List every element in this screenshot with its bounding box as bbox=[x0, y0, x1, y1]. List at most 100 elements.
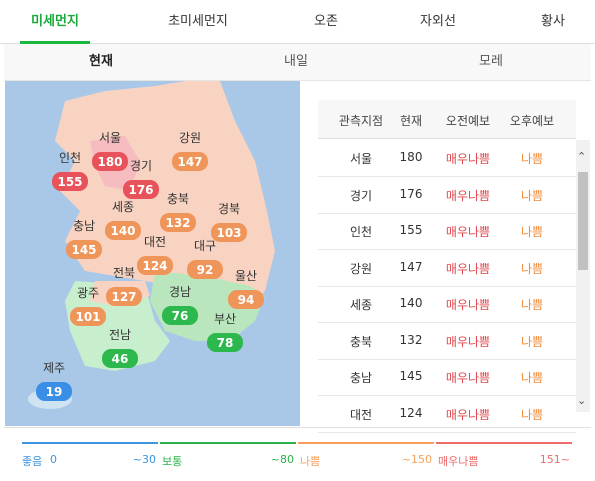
table-cell: 매우나쁨 bbox=[445, 225, 491, 239]
row-divider bbox=[318, 285, 576, 287]
region-name: 충남 bbox=[73, 219, 95, 233]
table-header-bg bbox=[318, 100, 576, 139]
region-badge bbox=[228, 290, 264, 309]
region-value: 103 bbox=[216, 226, 241, 240]
region-badge bbox=[137, 256, 173, 275]
region-name: 강원 bbox=[179, 131, 201, 145]
table-cell: 나쁨 bbox=[520, 261, 544, 276]
table-cell: 나쁨 bbox=[520, 407, 544, 422]
region-value: 92 bbox=[197, 263, 214, 277]
region-badge bbox=[52, 172, 88, 191]
region-value: 101 bbox=[75, 310, 100, 324]
region-name: 부산 bbox=[214, 312, 236, 326]
table-cell: 나쁨 bbox=[520, 188, 544, 203]
row-divider bbox=[318, 395, 576, 396]
scrollbar-thumb[interactable] bbox=[578, 172, 588, 270]
tab[interactable]: 초미세먼지 bbox=[168, 14, 228, 29]
table-cell: 132 bbox=[399, 332, 423, 347]
region-badge bbox=[123, 180, 159, 199]
region-value: 145 bbox=[71, 243, 96, 257]
region-name: 제주 bbox=[43, 361, 65, 375]
table-cell: 나쁨 bbox=[520, 371, 544, 385]
legend-bar bbox=[298, 442, 434, 444]
region-name: 경북 bbox=[218, 202, 240, 216]
table-cell: 나쁨 bbox=[520, 298, 544, 312]
table-cell: 매우나쁨 bbox=[445, 188, 491, 203]
region-name: 세종 bbox=[112, 200, 134, 214]
table-cell: 155 bbox=[399, 223, 423, 237]
tab[interactable]: 자외선 bbox=[420, 14, 456, 29]
legend-name: 매우나쁨 bbox=[438, 455, 479, 468]
table-cell: 강원 bbox=[349, 261, 373, 276]
table-cell: 나쁨 bbox=[520, 334, 544, 349]
region-value: 19 bbox=[46, 385, 63, 399]
region-name: 대구 bbox=[194, 239, 216, 253]
region-value: 124 bbox=[142, 259, 167, 273]
tab[interactable]: 미세먼지 bbox=[31, 14, 79, 29]
region-badge bbox=[172, 152, 208, 171]
legend-end: ~80 bbox=[270, 453, 294, 466]
region-badge bbox=[160, 213, 196, 232]
row-divider bbox=[318, 176, 576, 177]
legend-divider bbox=[4, 427, 591, 428]
region-name: 충북 bbox=[167, 192, 189, 206]
region-value: 132 bbox=[165, 216, 190, 230]
region-value: 127 bbox=[111, 290, 136, 304]
table-cell: 경기 bbox=[349, 188, 373, 203]
table-cell: 매우나쁨 bbox=[445, 298, 491, 312]
region-name: 경기 bbox=[130, 159, 152, 173]
region-name: 전북 bbox=[113, 266, 135, 280]
table-header: 오전예보 bbox=[445, 114, 491, 128]
region-name: 경남 bbox=[169, 285, 191, 299]
row-divider bbox=[318, 212, 576, 214]
subtab[interactable]: 내일 bbox=[284, 54, 308, 69]
region-badge bbox=[105, 221, 141, 240]
region-badge bbox=[207, 333, 243, 352]
legend-name: 좋음 bbox=[22, 455, 43, 468]
region-value: 180 bbox=[97, 155, 122, 169]
region-badge bbox=[92, 152, 128, 171]
legend-end: ~150 bbox=[401, 453, 432, 466]
row-divider bbox=[318, 249, 576, 250]
table-cell: 매우나쁨 bbox=[445, 152, 491, 166]
region-value: 78 bbox=[217, 336, 234, 350]
region-name: 울산 bbox=[235, 269, 257, 283]
legend-name: 나쁨 bbox=[300, 455, 321, 468]
subtab[interactable]: 모레 bbox=[479, 54, 503, 69]
land-southwest bbox=[65, 281, 170, 371]
land-north bbox=[55, 81, 275, 306]
subtab[interactable]: 현재 bbox=[89, 54, 113, 69]
map: 서울 180 인천 155 경기 176 강원 147 세종 140 충북 132 경북 103 충남 145… bbox=[5, 81, 300, 426]
table-cell: 140 bbox=[399, 296, 423, 310]
row-divider bbox=[318, 322, 576, 323]
subtab-bar bbox=[4, 44, 591, 81]
scroll-up[interactable]: ⌃ bbox=[577, 150, 587, 163]
table-cell: 대전 bbox=[349, 407, 373, 422]
region-value: 76 bbox=[172, 309, 189, 323]
active-tab-underline bbox=[20, 41, 90, 44]
row-divider bbox=[318, 431, 576, 433]
table-cell: 나쁨 bbox=[520, 152, 544, 166]
region-name: 전남 bbox=[109, 328, 131, 342]
legend-bar bbox=[22, 442, 158, 444]
table-cell: 매우나쁨 bbox=[445, 334, 491, 349]
region-name: 인천 bbox=[59, 150, 81, 165]
region-badge bbox=[162, 306, 198, 325]
table-cell: 매우나쁨 bbox=[445, 407, 491, 422]
region-value: 46 bbox=[112, 352, 129, 366]
region-value: 94 bbox=[238, 293, 255, 307]
region-badge bbox=[70, 307, 106, 326]
tab[interactable]: 황사 bbox=[541, 14, 565, 29]
scroll-down[interactable]: ⌄ bbox=[577, 394, 587, 407]
region-badge bbox=[102, 349, 138, 368]
region-name: 대전 bbox=[144, 235, 166, 249]
table-cell: 매우나쁨 bbox=[445, 371, 491, 385]
table-cell: 180 bbox=[399, 150, 423, 164]
region-badge bbox=[66, 240, 102, 259]
table-cell: 서울 bbox=[349, 152, 373, 166]
legend-end: ~30 bbox=[132, 453, 156, 466]
tab[interactable]: 오존 bbox=[314, 14, 338, 29]
tab-divider bbox=[0, 43, 595, 44]
legend-bar bbox=[436, 442, 572, 444]
